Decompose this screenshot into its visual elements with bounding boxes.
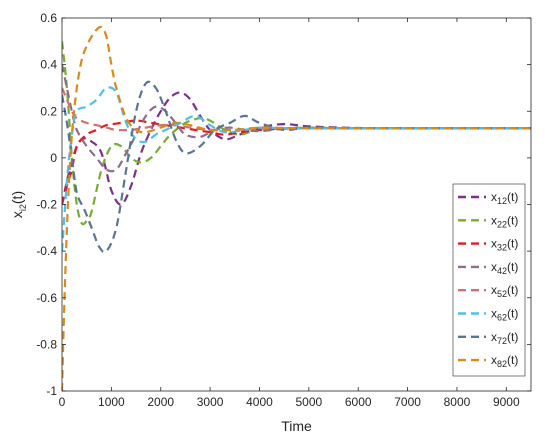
x-tick-label: 6000 <box>345 395 372 409</box>
legend-entry-22: x22(t) <box>491 213 518 229</box>
legend-entry-52: x52(t) <box>491 283 518 299</box>
legend-entry-72: x72(t) <box>491 330 518 346</box>
series-layer <box>62 25 531 391</box>
y-tick-label: 0.4 <box>40 58 57 72</box>
legend-label-sub: 12 <box>497 196 507 206</box>
x-tick-label: 3000 <box>197 395 224 409</box>
legend-label-main: x <box>491 260 497 274</box>
legend-label-tail: (t) <box>507 213 518 227</box>
legend-label-main: x <box>491 190 497 204</box>
series-line-72 <box>62 80 531 254</box>
y-axis-label-tail: (t) <box>9 191 25 204</box>
y-tick-label: 0.6 <box>40 11 57 25</box>
x-tick-label: 7000 <box>394 395 421 409</box>
legend-label-sub: 62 <box>497 313 507 323</box>
legend-label-sub: 42 <box>497 266 507 276</box>
legend-label-sub: 72 <box>497 336 507 346</box>
y-tick-label: -1 <box>46 384 57 398</box>
x-tick-label: 9000 <box>493 395 520 409</box>
legend-entry-62: x62(t) <box>491 307 518 323</box>
legend-label-tail: (t) <box>507 330 518 344</box>
legend-label-tail: (t) <box>507 260 518 274</box>
series-line-52 <box>62 87 531 132</box>
legend-entry-12: x12(t) <box>491 190 518 206</box>
legend-label-sub: 52 <box>497 289 507 299</box>
y-tick-label: 0 <box>50 151 57 165</box>
legend-box <box>452 183 526 377</box>
y-axis-label-sub: i2 <box>18 204 28 211</box>
legend-label-tail: (t) <box>507 283 518 297</box>
legend-label-tail: (t) <box>507 353 518 367</box>
legend-label-main: x <box>491 213 497 227</box>
legend: x12(t)x22(t)x32(t)x42(t)x52(t)x62(t)x72(… <box>452 183 526 377</box>
ticks-layer: 0 1000 2000 3000 4000 5000 6000 7000 8000 9000 -1 -… <box>36 11 531 409</box>
legend-label-sub: 32 <box>497 243 507 253</box>
legend-label-tail: (t) <box>507 307 518 321</box>
x-tick-label: 5000 <box>295 395 322 409</box>
legend-label-tail: (t) <box>507 237 518 251</box>
legend-label-tail: (t) <box>507 190 518 204</box>
legend-label-main: x <box>491 330 497 344</box>
legend-entry-32: x32(t) <box>491 237 518 253</box>
legend-label-main: x <box>491 307 497 321</box>
y-axis-label-main: x <box>9 211 25 218</box>
x-tick-label: 0 <box>59 395 66 409</box>
y-axis-label: xi2(t) <box>9 191 28 218</box>
x-tick-label: 8000 <box>444 395 471 409</box>
series-line-82 <box>62 25 531 391</box>
legend-label-main: x <box>491 353 497 367</box>
legend-label-main: x <box>491 237 497 251</box>
legend-label-sub: 22 <box>497 219 507 229</box>
x-axis-label: Time <box>281 418 312 434</box>
legend-entry-82: x82(t) <box>491 353 518 369</box>
x-tick-label: 4000 <box>246 395 273 409</box>
series-line-62 <box>62 86 531 252</box>
legend-items: x12(t)x22(t)x32(t)x42(t)x52(t)x62(t)x72(… <box>458 190 518 369</box>
legend-entry-42: x42(t) <box>491 260 518 276</box>
series-line-12 <box>62 91 531 206</box>
y-tick-label: -0.2 <box>36 198 57 212</box>
series-line-42 <box>62 64 531 173</box>
y-tick-label: -0.8 <box>36 337 57 351</box>
legend-label-main: x <box>491 283 497 297</box>
y-tick-label: -0.6 <box>36 291 57 305</box>
y-tick-label: -0.4 <box>36 244 57 258</box>
x-tick-label: 1000 <box>98 395 125 409</box>
series-line-22 <box>62 41 531 226</box>
y-tick-label: 0.2 <box>40 104 57 118</box>
x-tick-label: 2000 <box>147 395 174 409</box>
legend-label-sub: 82 <box>497 359 507 369</box>
